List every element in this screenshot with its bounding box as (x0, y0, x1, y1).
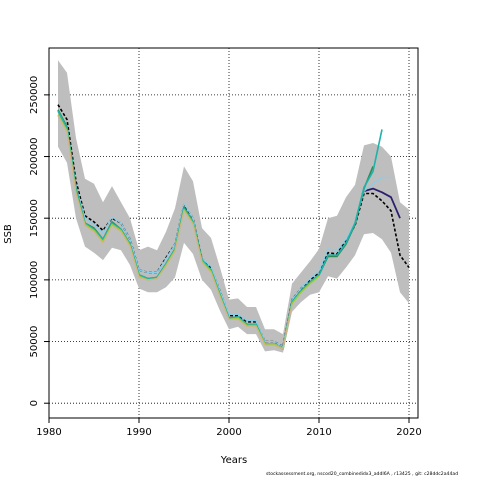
x-tick-label: 1980 (36, 427, 61, 438)
y-tick-label: 150000 (29, 199, 40, 237)
x-tick-label: 1990 (126, 427, 151, 438)
series-line-1 (363, 187, 401, 219)
y-tick-label: 0 (29, 400, 40, 406)
y-tick-label: 50000 (29, 326, 40, 358)
footer-credit: stockassessment.org, nscod20_combinedidx… (266, 472, 459, 477)
y-tick-label: 100000 (29, 261, 40, 299)
x-tick-label: 2020 (396, 427, 421, 438)
plot-frame (48, 47, 419, 419)
confidence-band-area (58, 60, 409, 353)
x-axis-title: Years (220, 455, 247, 466)
series-lines (57, 104, 410, 350)
x-axis: 1980 1990 2000 2010 2020 (36, 418, 422, 438)
x-tick-label: 2010 (306, 427, 331, 438)
series-line-6 (57, 115, 293, 350)
series-line-5 (57, 114, 320, 350)
y-tick-label: 250000 (29, 76, 40, 114)
series-line-2 (57, 111, 391, 348)
confidence-band (58, 60, 409, 353)
x-tick-label: 2000 (216, 427, 241, 438)
y-tick-label: 200000 (29, 137, 40, 175)
y-axis-title: SSB (3, 224, 14, 244)
y-axis: 0 50000 100000 150000 200000 250000 (29, 76, 49, 406)
